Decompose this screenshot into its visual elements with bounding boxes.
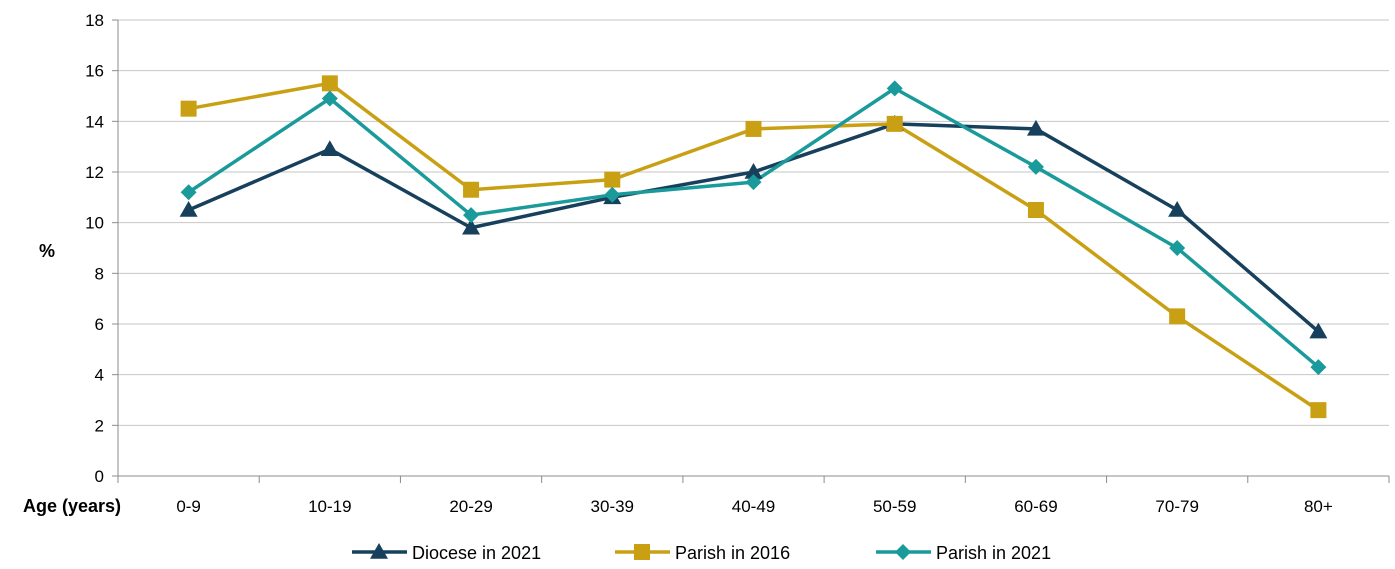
- x-tick-label: 70-79: [1155, 497, 1198, 516]
- axes: [112, 19, 1390, 483]
- legend-marker: [895, 544, 911, 560]
- legend-label: Parish in 2016: [675, 543, 790, 563]
- data-point-series-2: [463, 207, 480, 224]
- y-tick-label: 16: [85, 62, 104, 81]
- data-point-series-1: [1169, 308, 1186, 325]
- data-point-series-1: [1310, 402, 1327, 419]
- x-tick-label: 20-29: [449, 497, 492, 516]
- x-tick-labels: 0-9 10-19 20-29 30-39 40-49 50-59 60-69 70-79 80…: [176, 497, 1333, 516]
- y-tick-label: 14: [85, 112, 104, 131]
- y-tick-label: 18: [85, 11, 104, 30]
- data-point-series-2: [180, 184, 197, 201]
- data-point-series-1: [604, 171, 621, 188]
- data-point-series-1: [886, 115, 903, 132]
- y-tick-labels: 0 2 4 6 8 10 12 14 16 18: [85, 11, 104, 486]
- data-point-series-2: [604, 186, 621, 203]
- y-tick-label: 12: [85, 163, 104, 182]
- x-tick-label: 10-19: [308, 497, 351, 516]
- x-axis-label: Age (years): [23, 496, 121, 516]
- x-tick-label: 80+: [1304, 497, 1333, 516]
- legend-marker: [370, 543, 388, 559]
- legend-label: Parish in 2021: [936, 543, 1051, 563]
- x-tick-label: 40-49: [732, 497, 775, 516]
- data-point-series-2: [1310, 359, 1327, 376]
- data-point-series-2: [321, 90, 338, 107]
- x-tick-label: 60-69: [1014, 497, 1057, 516]
- data-point-series-1: [463, 181, 480, 198]
- x-tick-label: 50-59: [873, 497, 916, 516]
- x-tick-label: 30-39: [591, 497, 634, 516]
- y-tick-label: 10: [85, 214, 104, 233]
- legend-marker: [634, 544, 650, 560]
- data-point-series-2: [745, 174, 762, 191]
- y-tick-label: 8: [95, 264, 104, 283]
- series-markers: [179, 75, 1328, 419]
- data-point-series-1: [180, 100, 197, 117]
- legend-label: Diocese in 2021: [412, 543, 541, 563]
- data-point-series-0: [744, 163, 763, 179]
- x-tick-label: 0-9: [176, 497, 201, 516]
- data-point-series-2: [1027, 158, 1044, 175]
- data-point-series-0: [462, 218, 481, 235]
- series-line-0: [187, 122, 1320, 333]
- y-tick-label: 4: [95, 366, 104, 385]
- y-tick-label: 0: [95, 467, 104, 486]
- data-point-series-1: [321, 75, 338, 92]
- data-point-series-0: [1168, 201, 1187, 217]
- data-point-series-0: [1026, 119, 1045, 136]
- data-point-series-0: [1309, 322, 1328, 339]
- data-point-series-0: [179, 201, 198, 217]
- data-point-series-1: [1027, 202, 1044, 218]
- data-point-series-2: [886, 80, 903, 97]
- y-axis-label: %: [39, 241, 55, 261]
- data-point-series-1: [745, 120, 762, 137]
- y-tick-label: 2: [95, 416, 104, 435]
- data-point-series-2: [1169, 240, 1186, 256]
- legend: Diocese in 2021 Parish in 2016 Parish in 2…: [352, 543, 1051, 563]
- gridlines: [118, 19, 1389, 426]
- data-point-series-0: [320, 140, 339, 156]
- y-tick-label: 6: [95, 315, 104, 334]
